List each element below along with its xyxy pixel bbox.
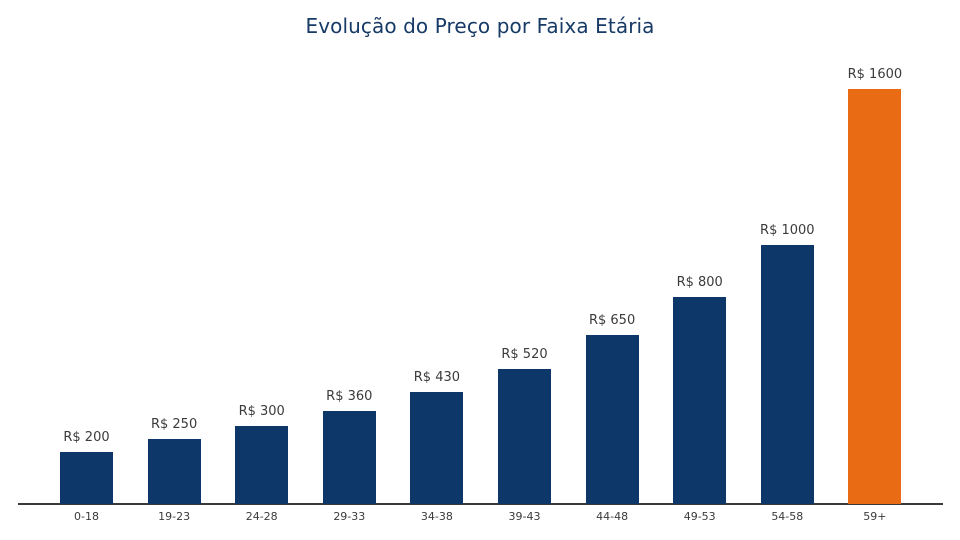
bar-0-18 <box>60 452 113 504</box>
bar-29-33 <box>322 410 376 504</box>
x-tick-label: 19-23 <box>158 510 191 523</box>
value-label: R$ 360 <box>326 388 373 404</box>
value-label: R$ 1000 <box>760 222 815 238</box>
value-label: R$ 650 <box>588 313 636 329</box>
x-tick-label: 44-48 <box>596 510 629 523</box>
value-label: R$ 200 <box>63 430 110 446</box>
value-label: R$ 520 <box>501 347 548 363</box>
x-tick-label: 54-58 <box>771 510 804 523</box>
chart-title: Evolução do Preço por Faixa Etária <box>305 14 655 38</box>
x-tick-label: 39-43 <box>508 510 541 523</box>
x-tick-label: 34-38 <box>420 510 453 523</box>
x-tick-label: 49-53 <box>683 510 716 523</box>
bar-24-28 <box>235 426 289 504</box>
value-label: R$ 430 <box>413 370 461 386</box>
x-tick-label: 59+ <box>863 510 887 523</box>
bar-34-38 <box>410 392 464 504</box>
value-label: R$ 1600 <box>847 67 903 82</box>
bar-54-58 <box>760 244 814 504</box>
value-label: R$ 800 <box>676 274 723 290</box>
x-tick-label: 24-28 <box>245 510 278 523</box>
bar-49-53 <box>673 296 727 504</box>
x-tick-label: 0-18 <box>74 510 99 523</box>
bar-44-48 <box>585 335 639 504</box>
x-axis-line <box>18 503 943 505</box>
bar-59+ <box>848 89 902 504</box>
x-tick-label: 29-33 <box>333 510 366 523</box>
bar-39-43 <box>498 369 551 504</box>
bar-19-23 <box>147 439 201 504</box>
value-label: R$ 250 <box>150 417 198 433</box>
value-label: R$ 300 <box>238 404 285 420</box>
